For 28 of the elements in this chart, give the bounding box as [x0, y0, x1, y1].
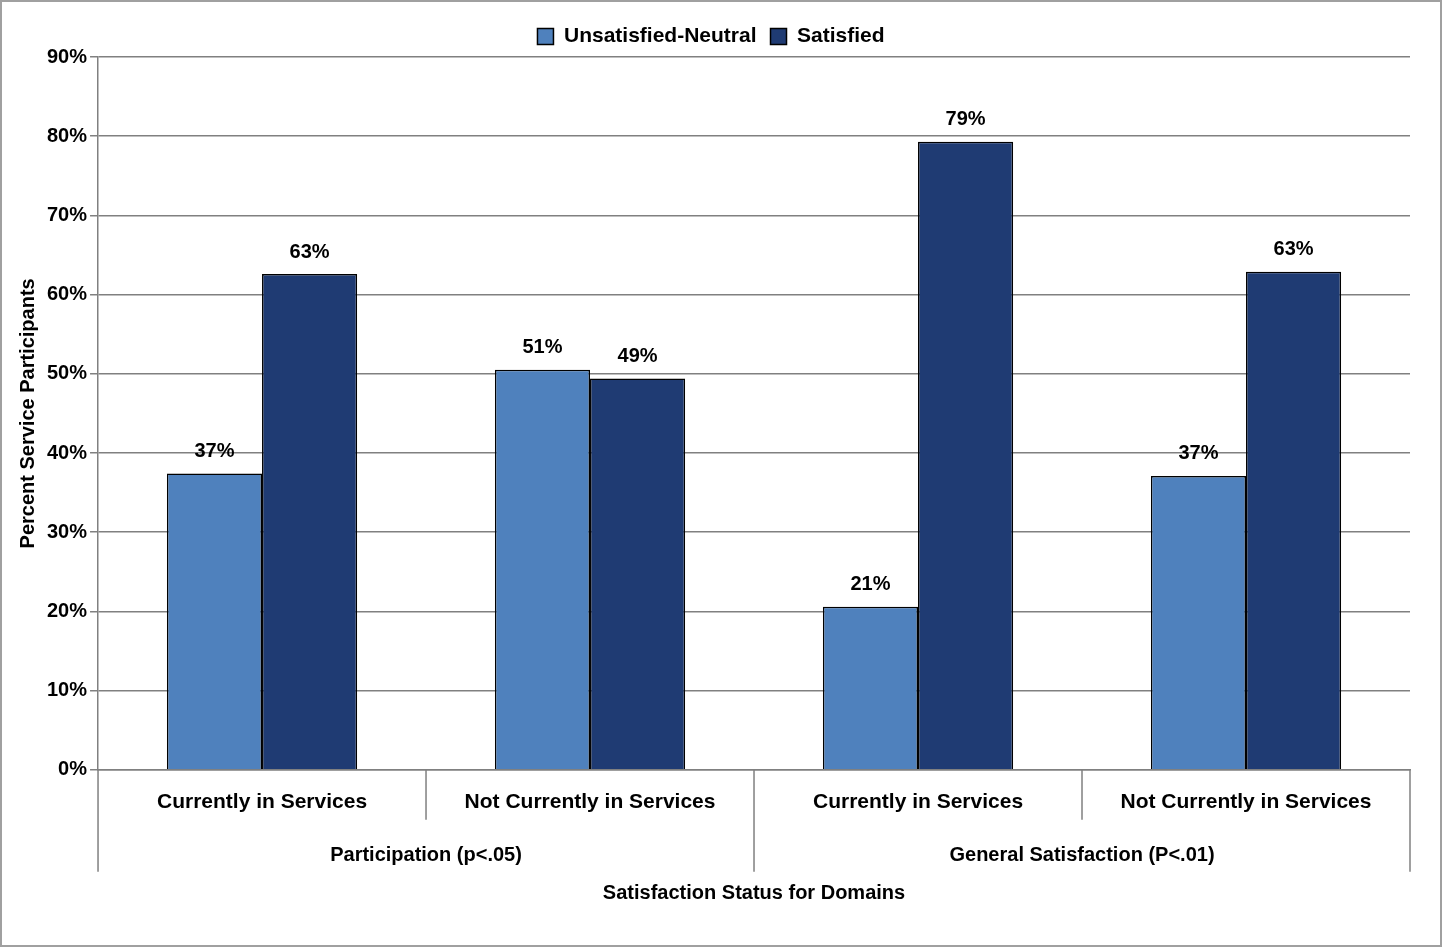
y-tick-label: 40% [47, 440, 88, 463]
y-tick-label: 50% [47, 361, 88, 384]
y-tick-label: 60% [47, 282, 88, 305]
data-label: 63% [289, 239, 330, 262]
x-tick-label: Not Currently in Services [464, 789, 716, 813]
text: Participation (p<.05) [330, 843, 522, 866]
y-tick-label: 30% [47, 519, 88, 542]
data-label: 37% [194, 439, 235, 462]
data-label: 21% [850, 572, 891, 595]
text: General Satisfaction (P<.01) [949, 843, 1215, 866]
data-label: 63% [1273, 237, 1314, 260]
y-tick-label: 20% [47, 598, 88, 621]
legend-label: Satisfied [797, 23, 885, 47]
y-axis-title: Percent Service Participants [15, 278, 38, 549]
y-tick-label: 70% [47, 202, 88, 225]
data-label: 37% [1178, 441, 1219, 464]
x-tick-label: Currently in Services [156, 789, 368, 813]
y-tick-label: 90% [47, 44, 88, 67]
data-label: 51% [522, 335, 563, 358]
y-tick-label: 80% [47, 123, 88, 146]
x-tick-label: Not Currently in Services [1120, 789, 1372, 813]
x-axis-title: Satisfaction Status for Domains [602, 881, 906, 904]
legend-label: Unsatisfied-Neutral [563, 23, 757, 47]
y-tick-label: 0% [58, 757, 88, 780]
y-tick-label: 10% [47, 678, 88, 701]
x-tick-label: Currently in Services [812, 789, 1024, 813]
data-label: 79% [945, 107, 986, 130]
data-label: 49% [617, 344, 658, 367]
